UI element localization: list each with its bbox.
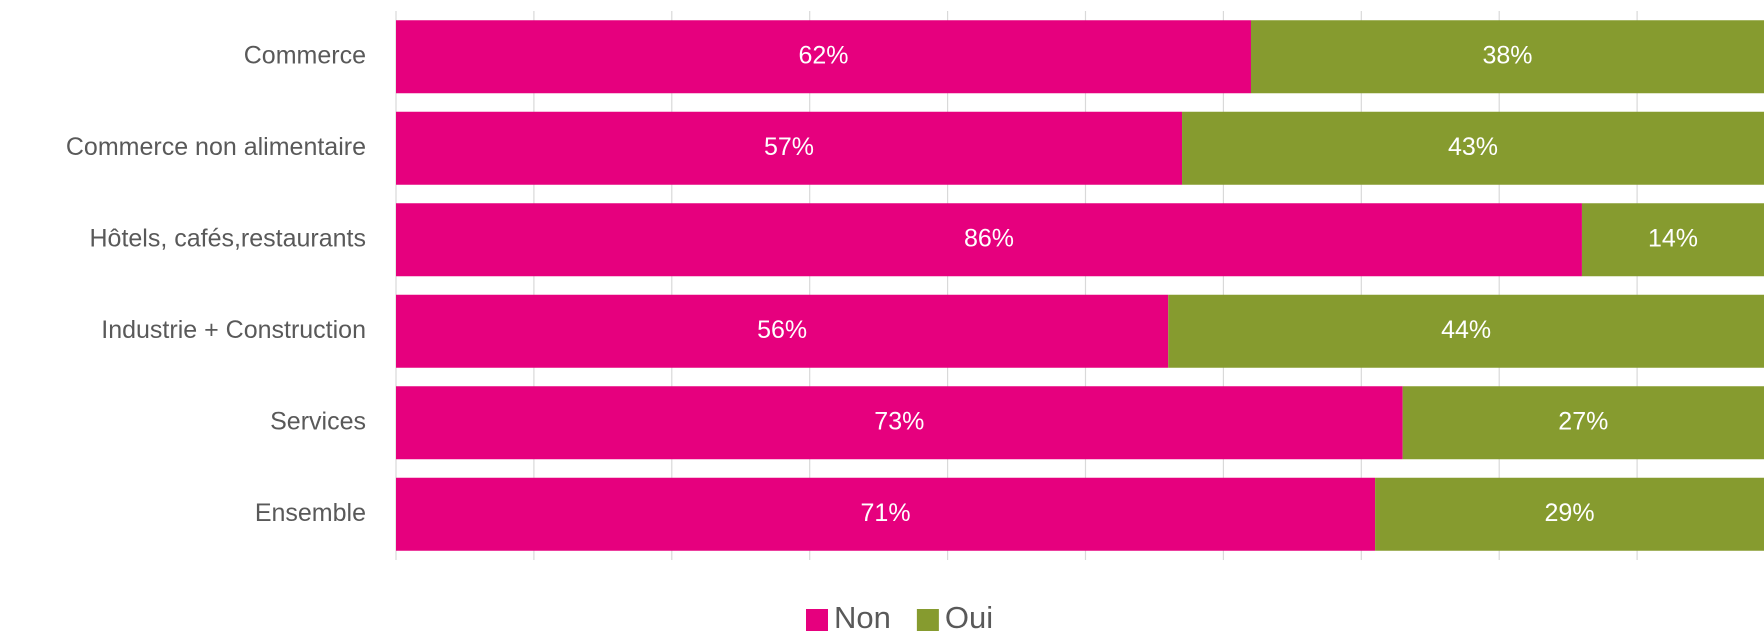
y-tick-label: Services [270,407,366,435]
data-label: 62% [798,41,848,69]
data-label: 14% [1648,224,1698,252]
legend-label: Non [834,600,891,633]
bar-segment [396,111,1183,185]
data-label: 27% [1558,407,1608,435]
y-tick-label: Ensemble [255,499,366,527]
bar-segment [396,477,1376,551]
bar-segment [396,386,1403,460]
bar-segment [1581,203,1764,277]
legend-swatch [916,609,939,631]
y-tick-label: Commerce [244,41,366,69]
data-label: 73% [874,407,924,435]
data-label: 43% [1448,133,1498,161]
data-label: 29% [1545,499,1595,527]
data-label: 38% [1482,41,1532,69]
legend-label: Oui [945,600,993,633]
data-label: 86% [964,224,1014,252]
bar-segment [396,20,1251,94]
bar-segment [396,294,1169,368]
bar-segment [1250,20,1764,94]
y-tick-label: Commerce non alimentaire [66,133,366,161]
data-label: 56% [757,316,807,344]
y-tick-label: Industrie + Construction [101,316,366,344]
bar-segment [1402,386,1764,460]
data-label: 44% [1441,316,1491,344]
bar-segment [1375,477,1764,551]
bar-segment [1168,294,1764,368]
bar-segment [1182,111,1764,185]
bar-segment [396,203,1582,277]
legend-swatch [806,609,828,631]
data-label: 71% [861,499,911,527]
data-label: 57% [764,133,814,161]
y-tick-label: Hôtels, cafés,restaurants [89,224,366,252]
